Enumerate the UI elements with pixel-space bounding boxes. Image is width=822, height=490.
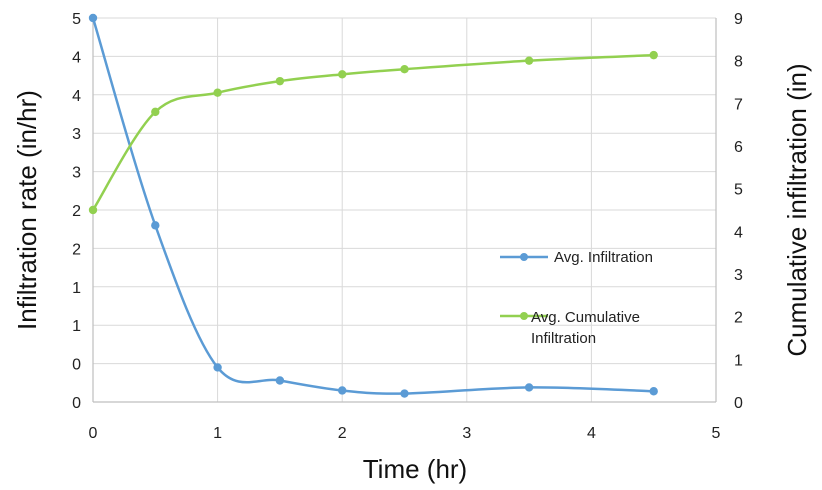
gridlines [92, 17, 717, 403]
data-point [275, 376, 285, 385]
left-tick-label: 2 [72, 203, 81, 220]
x-tick-label: 3 [462, 425, 471, 442]
data-point [151, 107, 160, 117]
legend-item-avg-infiltration: Avg. Infiltration [500, 249, 653, 266]
data-point [338, 70, 347, 79]
x-tick-label: 4 [587, 425, 596, 442]
right-axis-title: Cumulative infiltration (in) [782, 63, 812, 356]
data-point [88, 13, 98, 23]
data-point [338, 386, 347, 395]
data-point [649, 50, 658, 60]
data-point [275, 76, 285, 86]
left-tick-label: 5 [72, 11, 81, 28]
left-axis-ticks: 0 0 1 1 2 2 3 3 4 4 5 [72, 11, 81, 412]
x-axis-ticks: 0 1 2 3 4 5 [89, 425, 721, 442]
legend-label-avg-cumulative-line1: Avg. Cumulative [531, 309, 640, 326]
data-point [649, 387, 658, 396]
right-tick-label: 6 [734, 139, 743, 156]
legend-label-avg-cumulative-line2: Infiltration [531, 330, 596, 347]
left-tick-label: 1 [72, 280, 81, 297]
left-tick-label: 4 [72, 49, 81, 66]
data-point [524, 383, 534, 392]
x-axis-title: Time (hr) [363, 454, 467, 484]
x-tick-label: 0 [89, 425, 98, 442]
x-tick-label: 2 [338, 425, 347, 442]
right-tick-label: 4 [734, 224, 743, 241]
data-point [213, 363, 222, 372]
data-point [400, 389, 409, 398]
data-point [400, 65, 409, 74]
data-point [213, 88, 222, 97]
series-avg-infiltration [88, 13, 658, 398]
legend: Avg. Infiltration Avg. Cumulative Infilt… [500, 249, 653, 347]
right-tick-label: 1 [734, 352, 743, 369]
left-tick-label: 1 [72, 318, 81, 335]
right-tick-label: 3 [734, 267, 743, 284]
left-tick-label: 3 [72, 126, 81, 143]
x-tick-label: 1 [213, 425, 222, 442]
right-tick-label: 8 [734, 54, 743, 71]
left-tick-label: 2 [72, 241, 81, 258]
left-tick-label: 0 [72, 357, 81, 374]
x-tick-label: 5 [712, 425, 721, 442]
legend-label-avg-infiltration: Avg. Infiltration [554, 249, 653, 266]
legend-item-avg-cumulative-infiltration: Avg. Cumulative Infiltration [500, 309, 640, 347]
left-axis-title: Infiltration rate (in/hr) [12, 90, 42, 330]
data-point [524, 56, 534, 65]
data-point [88, 205, 98, 215]
right-tick-label: 0 [734, 395, 743, 412]
left-tick-label: 3 [72, 165, 81, 182]
right-tick-label: 2 [734, 310, 743, 327]
right-axis-ticks: 0 1 2 3 4 5 6 7 8 9 [734, 11, 743, 412]
series-layer [88, 13, 658, 398]
left-tick-label: 0 [72, 395, 81, 412]
right-tick-label: 9 [734, 11, 743, 28]
series-line [91, 53, 654, 211]
left-tick-label: 4 [72, 88, 81, 105]
series-avg-cumulative-infiltration [88, 50, 658, 215]
data-point [151, 221, 160, 230]
right-tick-label: 5 [734, 182, 743, 199]
right-tick-label: 7 [734, 96, 743, 113]
